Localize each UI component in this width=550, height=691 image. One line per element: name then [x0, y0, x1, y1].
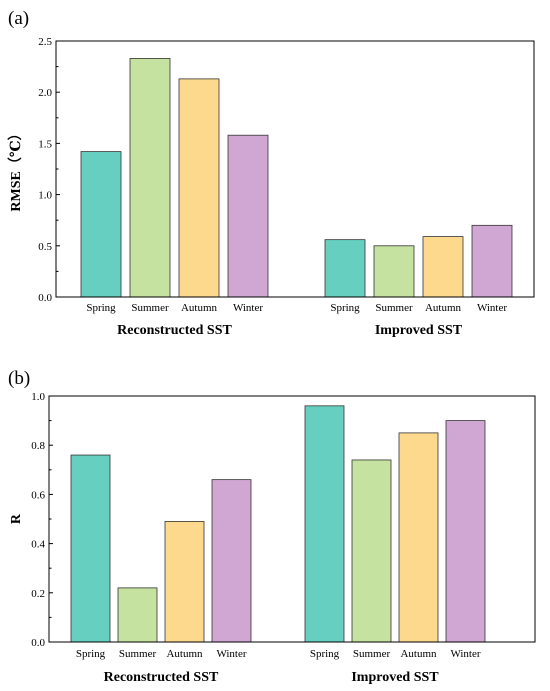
- panel-a-group-label-improved: Improved SST: [375, 323, 463, 338]
- bar-reconstructed-sst-winter: [227, 134, 269, 298]
- panel-b-y-axis-label: R: [9, 513, 24, 524]
- bar-reconstructed-sst-autumn: [178, 78, 220, 298]
- bar-improved-sst-summer: [351, 459, 392, 643]
- panel-b-category-labels: Spring Summer Autumn Winter Spring Summer Autu…: [76, 648, 481, 660]
- bar-reconstructed-sst-spring: [70, 454, 111, 643]
- panel-a-label: (a): [8, 8, 29, 29]
- bar-improved-sst-spring: [324, 239, 366, 298]
- bar-improved-sst-spring: [304, 405, 345, 643]
- bar-improved-sst-winter: [471, 224, 513, 298]
- y-tick-label: 1.0: [31, 391, 45, 403]
- panel-a: (a) 0.0 0.5 1.0 1.5 2.0 2.5 Spring Summer Autum…: [8, 8, 535, 338]
- bar-reconstructed-sst-autumn: [164, 521, 205, 643]
- category-label-spring: Spring: [76, 648, 106, 660]
- category-label-summer: Summer: [375, 302, 413, 314]
- category-label-summer: Summer: [131, 302, 169, 314]
- y-tick-label: 0.2: [31, 588, 45, 600]
- category-label-spring: Spring: [310, 648, 340, 660]
- panel-a-category-labels: Spring Summer Autumn Winter Spring Summer Autu…: [86, 302, 507, 314]
- panel-b-y-axis: 0.0 0.2 0.4 0.6 0.8 1.0: [31, 391, 53, 649]
- category-label-autumn: Autumn: [166, 648, 203, 660]
- category-label-autumn: Autumn: [400, 648, 437, 660]
- y-tick-label: 1.5: [38, 138, 52, 150]
- bar-improved-sst-winter: [445, 420, 486, 643]
- category-label-winter: Winter: [450, 648, 480, 660]
- panel-a-plot-frame: [55, 40, 535, 298]
- bar-reconstructed-sst-winter: [211, 479, 252, 643]
- y-tick-label: 0.6: [31, 489, 45, 501]
- panel-b: (b) 0.0 0.2 0.4 0.6 0.8 1.0 Spring Summer Autum…: [8, 368, 536, 685]
- category-label-winter: Winter: [233, 302, 263, 314]
- bar-reconstructed-sst-spring: [80, 151, 122, 298]
- panel-a-y-axis-label: RMSE（℃）: [8, 126, 24, 211]
- bar-improved-sst-summer: [373, 245, 415, 298]
- y-tick-label: 0.4: [31, 539, 45, 551]
- panel-b-label: (b): [8, 368, 30, 389]
- y-tick-label: 0.8: [31, 440, 45, 452]
- panel-b-plot-frame: [48, 395, 536, 643]
- panel-a-group-label-reconstructed: Reconstructed SST: [117, 323, 232, 338]
- y-tick-label: 2.0: [38, 87, 52, 99]
- bar-reconstructed-sst-summer: [117, 587, 158, 643]
- category-label-winter: Winter: [216, 648, 246, 660]
- y-tick-label: 0.0: [31, 637, 45, 649]
- category-label-spring: Spring: [330, 302, 360, 314]
- bar-reconstructed-sst-summer: [129, 58, 171, 298]
- bar-improved-sst-autumn: [422, 236, 464, 298]
- panel-a-bars: [80, 58, 513, 298]
- category-label-spring: Spring: [86, 302, 116, 314]
- category-label-winter: Winter: [477, 302, 507, 314]
- category-label-autumn: Autumn: [181, 302, 218, 314]
- category-label-summer: Summer: [353, 648, 391, 660]
- y-tick-label: 1.0: [38, 190, 52, 202]
- y-tick-label: 2.5: [38, 36, 52, 48]
- panel-b-group-label-reconstructed: Reconstructed SST: [104, 670, 219, 685]
- panel-b-bars: [70, 405, 486, 643]
- y-tick-label: 0.0: [38, 292, 52, 304]
- panel-a-y-axis: 0.0 0.5 1.0 1.5 2.0 2.5: [38, 36, 60, 304]
- y-tick-label: 0.5: [38, 241, 52, 253]
- category-label-autumn: Autumn: [425, 302, 462, 314]
- category-label-summer: Summer: [119, 648, 157, 660]
- panel-b-group-label-improved: Improved SST: [351, 670, 439, 685]
- bar-improved-sst-autumn: [398, 432, 439, 643]
